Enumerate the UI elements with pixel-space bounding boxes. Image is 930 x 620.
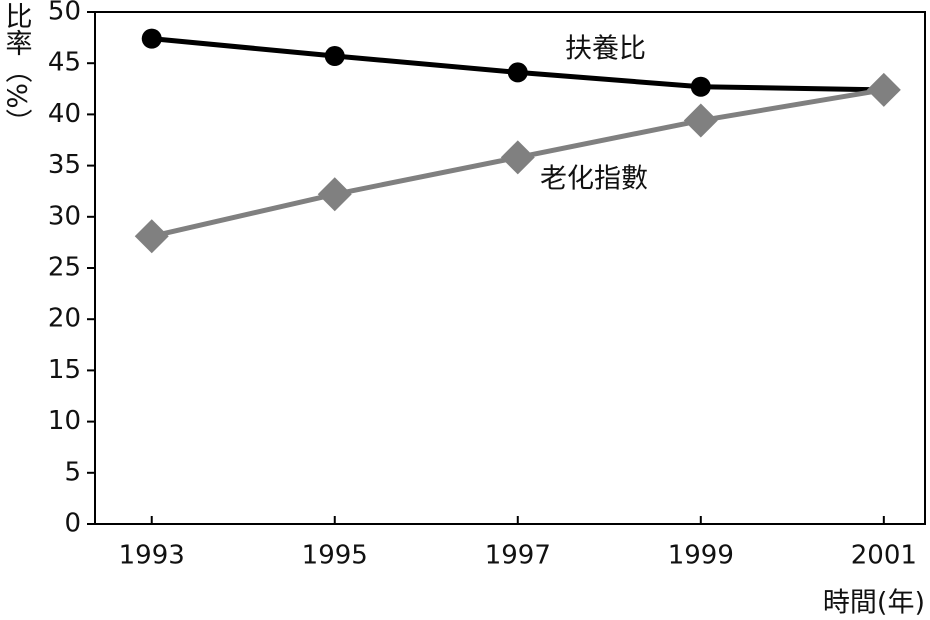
y-tick-label: 5 [64, 457, 81, 487]
marker [683, 103, 718, 138]
x-axis-label: 時間(年) [823, 588, 925, 619]
marker [866, 72, 901, 107]
marker [317, 177, 352, 212]
y-axis-label: 比率（%） [1, 2, 33, 136]
marker [507, 62, 528, 83]
y-tick-label: 30 [48, 201, 81, 231]
y-tick-label: 20 [48, 304, 81, 334]
x-tick-label: 2001 [851, 541, 917, 571]
series-label: 扶養比 [565, 34, 646, 65]
y-tick-label: 50 [48, 0, 81, 27]
marker [141, 28, 162, 49]
y-tick-label: 40 [48, 99, 81, 129]
marker [500, 140, 535, 175]
marker [134, 219, 169, 254]
y-tick-label: 35 [48, 150, 81, 180]
x-tick-label: 1997 [485, 541, 551, 571]
x-tick-label: 1993 [119, 541, 185, 571]
x-tick-label: 1999 [668, 541, 734, 571]
marker [690, 76, 711, 97]
series-label: 老化指數 [540, 164, 648, 195]
y-tick-label: 15 [48, 355, 81, 385]
y-tick-label: 10 [48, 406, 81, 436]
y-tick-label: 45 [48, 48, 81, 78]
x-tick-label: 1995 [302, 541, 368, 571]
y-tick-label: 0 [64, 509, 81, 539]
y-tick-label: 25 [48, 253, 81, 283]
marker [324, 46, 345, 67]
